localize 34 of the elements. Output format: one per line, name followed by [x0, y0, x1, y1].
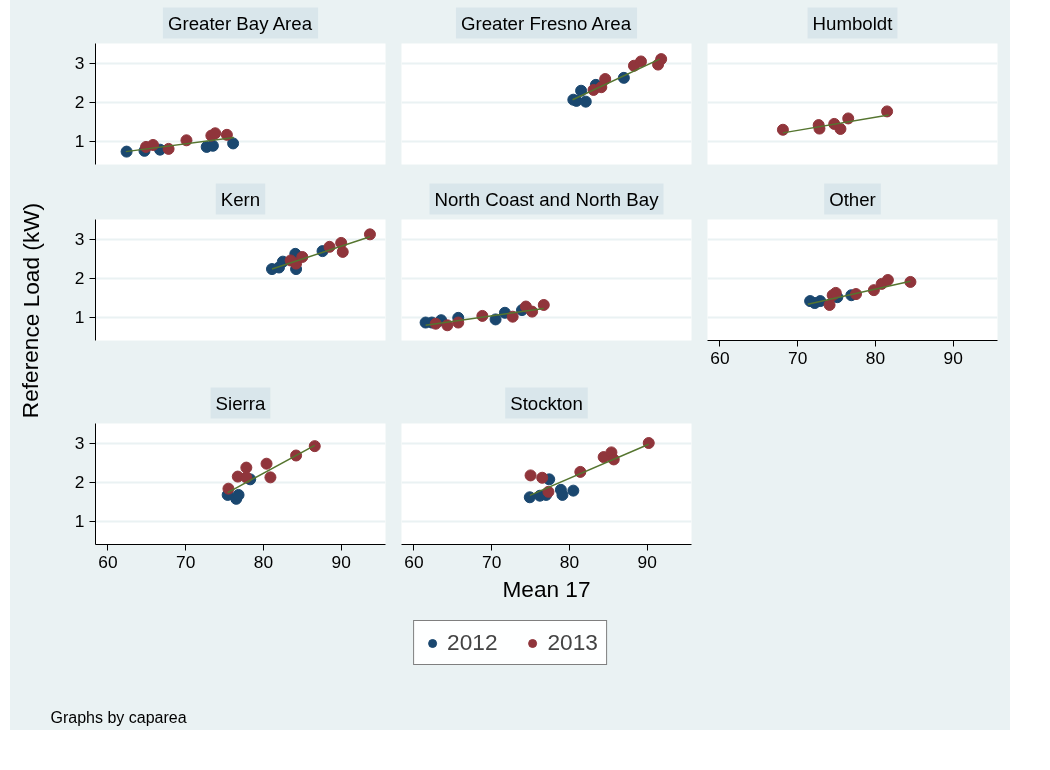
y-tick-label: 2	[74, 472, 85, 493]
chart-title: Greater Bay Area	[167, 12, 313, 34]
y-axis-title: Reference Load (kW)	[17, 202, 44, 419]
x-tick-label: 60	[98, 551, 118, 572]
x-tick-label: 80	[253, 551, 274, 572]
y-tick-label: 2	[74, 268, 85, 289]
y-tick-label: 3	[74, 53, 85, 74]
chart-title: Stockton	[510, 392, 583, 414]
x-tick-label: 70	[788, 347, 808, 368]
chart-title: Humboldt	[812, 12, 894, 34]
x-tick-label: 90	[943, 347, 963, 368]
x-axis-title: Mean 17	[502, 575, 591, 602]
y-tick-label: 1	[74, 511, 85, 532]
chart-title: North Coast and North Bay	[434, 188, 660, 210]
legend-label: 2012	[447, 629, 498, 656]
y-tick-label: 1	[74, 307, 85, 328]
x-tick-label: 70	[176, 551, 196, 572]
chart-title: Kern	[220, 188, 261, 210]
y-tick-label: 2	[74, 92, 85, 113]
legend-label: 2013	[547, 629, 598, 656]
chart-title: Greater Fresno Area	[460, 12, 632, 34]
x-tick-label: 80	[559, 551, 580, 572]
y-tick-label: 1	[74, 131, 85, 152]
chart-title: Other	[829, 188, 876, 210]
x-tick-label: 70	[482, 551, 502, 572]
x-tick-label: 90	[637, 551, 657, 572]
x-tick-label: 90	[331, 551, 351, 572]
x-tick-label: 60	[404, 551, 424, 572]
x-tick-label: 60	[710, 347, 730, 368]
y-tick-label: 3	[74, 433, 85, 454]
text: Graphs by caparea	[50, 708, 187, 726]
chart-title: Sierra	[215, 392, 267, 414]
y-tick-label: 3	[74, 229, 85, 250]
x-tick-label: 80	[865, 347, 886, 368]
